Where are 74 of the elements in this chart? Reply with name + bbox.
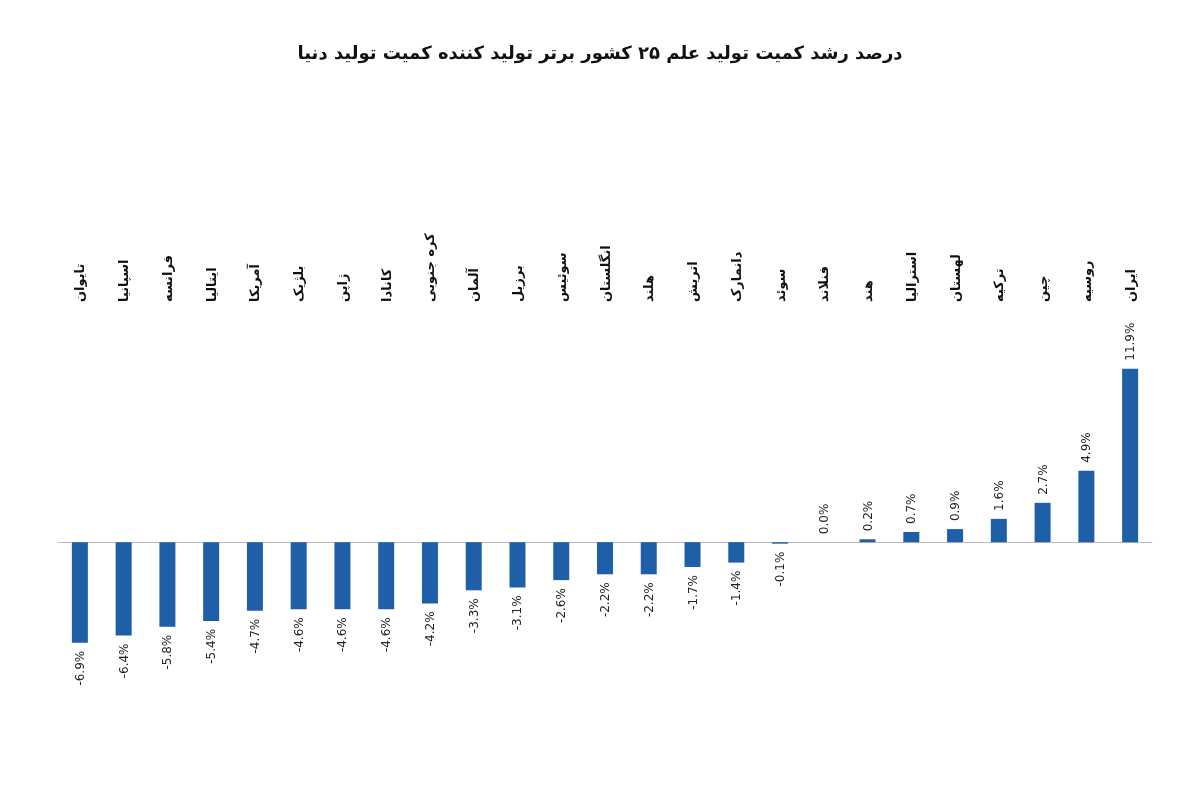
bar (553, 542, 570, 581)
x-tick-label: کانادا (378, 268, 394, 302)
data-label: -5.8% (160, 634, 175, 670)
data-label: -1.7% (685, 574, 700, 610)
x-tick-label: آمریکا (246, 263, 263, 302)
bar (640, 542, 657, 575)
data-label: -4.6% (291, 617, 306, 653)
bar (290, 542, 307, 610)
x-tick-label: چین (1035, 275, 1051, 302)
x-tick-label: هلند (641, 274, 657, 302)
data-label: 1.6% (991, 480, 1006, 511)
data-label: -6.4% (116, 643, 131, 679)
x-tick-label: ترکیه (991, 268, 1007, 302)
data-label: -4.6% (335, 617, 350, 653)
data-label: -3.3% (466, 598, 481, 634)
bar (728, 542, 745, 563)
bar (684, 542, 701, 567)
data-label: 0.2% (860, 500, 875, 532)
bar (465, 542, 482, 591)
data-label: -6.9% (72, 650, 87, 686)
data-label: -2.6% (554, 588, 569, 623)
x-tick-label: سوئیس (553, 252, 569, 302)
x-tick-label: ایتالیا (203, 267, 219, 302)
bar (334, 542, 351, 610)
data-label: -4.7% (247, 618, 262, 654)
x-tick-label: آلمان (465, 267, 482, 302)
data-label: -3.1% (510, 595, 525, 631)
data-label: 2.7% (1035, 464, 1050, 495)
x-tick-label: سوئد (772, 268, 788, 302)
x-tick-label: ایران (1122, 269, 1138, 302)
x-tick-label: اسپانیا (116, 259, 132, 302)
data-label: 0.7% (904, 493, 919, 524)
bar (990, 518, 1007, 543)
x-tick-label: روسیه (1078, 260, 1094, 302)
x-tick-label: برزیل (509, 265, 525, 302)
data-label: -2.2% (641, 582, 656, 618)
bar (203, 542, 220, 621)
bar (71, 542, 88, 643)
data-label: -0.1% (773, 551, 788, 587)
bar (378, 542, 395, 610)
x-tick-label: استرالیا (903, 251, 919, 302)
bar (1078, 470, 1095, 543)
chart-title: درصد رشد کمیت تولید علم ۲۵ کشور برتر تولید کننده کمیت تولید دنیا (297, 41, 903, 64)
data-label: -4.6% (379, 617, 394, 653)
data-label: -1.4% (729, 570, 744, 606)
data-label: -4.2% (422, 611, 437, 647)
data-label: 11.9% (1123, 322, 1138, 361)
x-tick-label: ژاپن (334, 273, 350, 302)
bar (159, 542, 176, 627)
x-tick-label: فنلاند (816, 265, 832, 302)
x-tick-label: بلژیک (291, 265, 307, 302)
bar (597, 542, 613, 575)
data-label: 0.0% (816, 503, 831, 535)
bar (903, 532, 920, 543)
bar (1034, 502, 1051, 543)
x-tick-label: فرانسه (159, 254, 175, 302)
x-tick-label: لهستان (947, 254, 963, 302)
bar (947, 529, 964, 543)
x-tick-label: هند (860, 280, 876, 302)
x-tick-label: تایوان (72, 263, 88, 302)
x-tick-label: اتریش (685, 261, 701, 302)
bar (859, 539, 876, 543)
data-label: -2.2% (598, 582, 612, 618)
data-label: -5.4% (204, 628, 219, 664)
bar (246, 542, 263, 611)
bar (115, 542, 132, 636)
x-tick-label: کره جنوبی (422, 232, 438, 302)
x-tick-label: انگلستان (597, 245, 613, 302)
data-label: 0.9% (948, 490, 963, 522)
bar (421, 542, 438, 604)
data-label: 4.9% (1079, 432, 1094, 463)
x-tick-label: دانمارک (728, 251, 744, 302)
bar (509, 542, 526, 588)
bar (1122, 368, 1139, 543)
